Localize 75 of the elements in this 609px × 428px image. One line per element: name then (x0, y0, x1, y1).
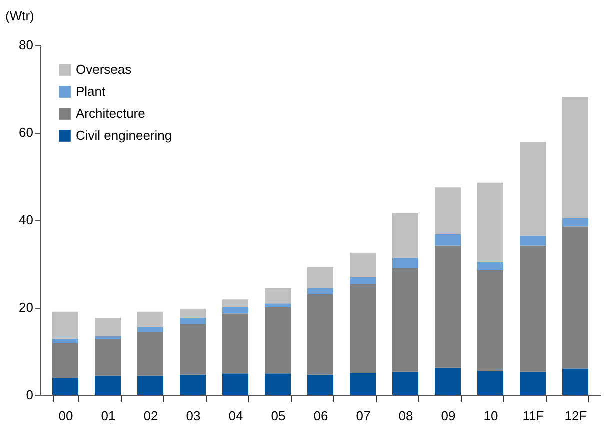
bar (52, 343, 78, 378)
x-tick-label: 01 (101, 408, 116, 424)
x-tick-label: 12F (564, 408, 588, 424)
bar (222, 308, 248, 314)
x-tick-label: 07 (356, 408, 371, 424)
bar (222, 300, 248, 308)
bar (138, 327, 164, 332)
bar (180, 374, 206, 395)
legend-label: Civil engineering (76, 128, 172, 143)
bar (392, 258, 418, 268)
x-tick-label: 00 (58, 408, 74, 424)
bar (180, 324, 206, 375)
bar (52, 312, 78, 339)
y-tick-label: 60 (19, 125, 34, 140)
bar (392, 268, 418, 372)
legend-label: Plant (76, 84, 106, 99)
bar (222, 314, 248, 374)
y-axis-title: (Wtr) (6, 8, 34, 24)
bar (180, 318, 206, 324)
bar (265, 374, 291, 395)
bar (308, 294, 334, 375)
bar (435, 246, 461, 368)
bar (478, 182, 504, 262)
bar (95, 376, 121, 395)
bar (350, 284, 376, 374)
bar (520, 142, 546, 236)
bar (138, 332, 164, 376)
bar (562, 368, 588, 395)
bar (520, 246, 546, 372)
bar (308, 288, 334, 294)
bar (435, 188, 461, 234)
bar (95, 336, 121, 339)
y-tick-label: 20 (19, 300, 34, 315)
bar (350, 373, 376, 395)
bar (478, 270, 504, 371)
bar (520, 372, 546, 395)
x-tick-label: 04 (228, 408, 244, 424)
y-tick-label: 80 (19, 38, 34, 52)
bar (265, 288, 291, 304)
x-tick-label: 08 (398, 408, 414, 424)
y-tick-label: 0 (26, 388, 34, 402)
bar (350, 252, 376, 278)
bar (95, 318, 121, 336)
legend-label: Architecture (76, 106, 146, 121)
bar (180, 308, 206, 318)
bar (435, 368, 461, 395)
bar (138, 376, 164, 395)
legend-label: Overseas (76, 62, 132, 77)
bar (520, 236, 546, 246)
x-tick-label: 09 (441, 408, 456, 424)
bar (52, 378, 78, 395)
bar (308, 267, 334, 288)
bar (392, 213, 418, 258)
x-tick-label: 06 (314, 408, 328, 424)
bar (52, 339, 78, 344)
x-tick-label: 03 (186, 408, 201, 424)
bar (95, 339, 121, 376)
bar (222, 374, 248, 395)
x-tick-label: 02 (144, 408, 158, 424)
bar (478, 262, 504, 270)
x-tick-label: 11F (522, 408, 544, 424)
bar (562, 97, 588, 218)
bar (265, 308, 291, 374)
bar (478, 370, 504, 395)
bar (562, 218, 588, 227)
bar (308, 374, 334, 395)
bar (562, 226, 588, 369)
bar (350, 277, 376, 284)
x-tick-label: 05 (271, 408, 286, 424)
y-tick-label: 40 (19, 212, 34, 228)
bar (138, 312, 164, 328)
bar (265, 304, 291, 308)
bar (435, 234, 461, 246)
x-tick-label: 10 (484, 408, 498, 424)
bar (392, 372, 418, 395)
